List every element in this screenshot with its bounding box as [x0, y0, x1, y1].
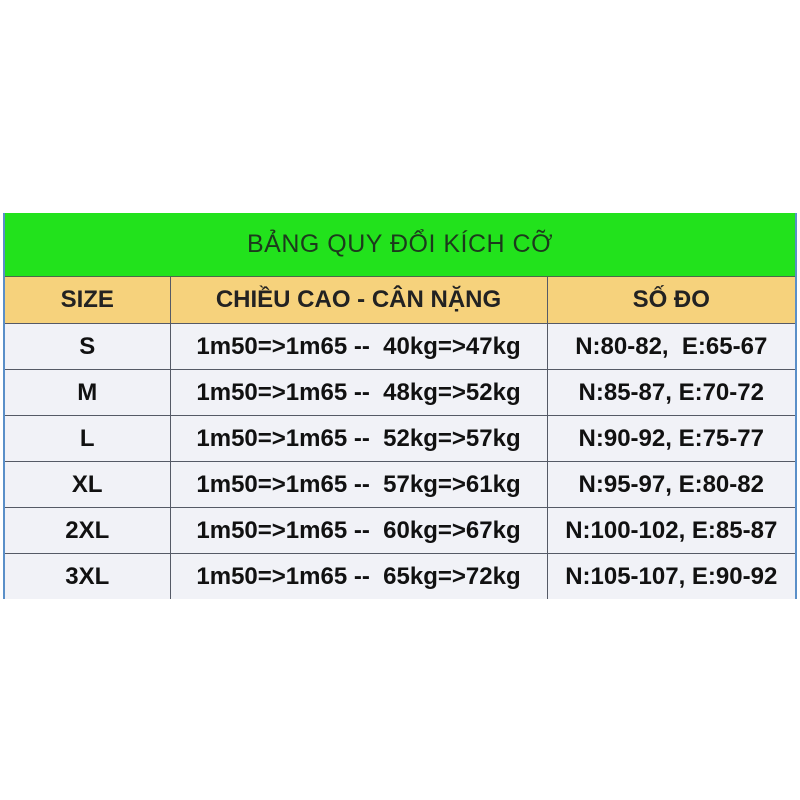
measurement-cell: N:90-92, E:75-77 — [546, 415, 795, 462]
measurement-cell: N:80-82, E:65-67 — [546, 323, 795, 370]
size-chart: BẢNG QUY ĐỔI KÍCH CỠ SIZE CHIỀU CAO - CÂ… — [3, 213, 797, 599]
header-measurements: SỐ ĐO — [546, 277, 795, 324]
height-weight-cell: 1m50=>1m65 -- 40kg=>47kg — [169, 323, 548, 370]
height-weight-cell: 1m50=>1m65 -- 48kg=>52kg — [169, 369, 548, 416]
measurement-cell: N:105-107, E:90-92 — [546, 553, 795, 599]
header-size: SIZE — [5, 277, 171, 324]
size-table: SIZE CHIỀU CAO - CÂN NẶNG SỐ ĐO S 1m50=>1… — [5, 277, 795, 599]
height-weight-cell: 1m50=>1m65 -- 52kg=>57kg — [169, 415, 548, 462]
size-cell: M — [5, 369, 171, 416]
size-cell: 3XL — [5, 553, 171, 599]
table-row: XL 1m50=>1m65 -- 57kg=>61kg N:95-97, E:80-… — [5, 461, 795, 508]
size-cell: XL — [5, 461, 171, 508]
size-cell: S — [5, 323, 171, 370]
measurement-cell: N:100-102, E:85-87 — [546, 507, 795, 554]
table-row: 3XL 1m50=>1m65 -- 65kg=>72kg N:105-107, E:… — [5, 553, 795, 599]
table-row: S 1m50=>1m65 -- 40kg=>47kg N:80-82, E:65-6… — [5, 323, 795, 370]
height-weight-cell: 1m50=>1m65 -- 60kg=>67kg — [169, 507, 548, 554]
chart-title: BẢNG QUY ĐỔI KÍCH CỠ — [5, 213, 795, 277]
table-row: L 1m50=>1m65 -- 52kg=>57kg N:90-92, E:75-7… — [5, 415, 795, 462]
table-row: 2XL 1m50=>1m65 -- 60kg=>67kg N:100-102, E:… — [5, 507, 795, 554]
height-weight-cell: 1m50=>1m65 -- 65kg=>72kg — [169, 553, 548, 599]
height-weight-cell: 1m50=>1m65 -- 57kg=>61kg — [169, 461, 548, 508]
measurement-cell: N:95-97, E:80-82 — [546, 461, 795, 508]
table-row: M 1m50=>1m65 -- 48kg=>52kg N:85-87, E:70-7… — [5, 369, 795, 416]
measurement-cell: N:85-87, E:70-72 — [546, 369, 795, 416]
size-cell: L — [5, 415, 171, 462]
header-height-weight: CHIỀU CAO - CÂN NẶNG — [169, 277, 548, 324]
size-cell: 2XL — [5, 507, 171, 554]
header-row: SIZE CHIỀU CAO - CÂN NẶNG SỐ ĐO — [5, 277, 795, 324]
